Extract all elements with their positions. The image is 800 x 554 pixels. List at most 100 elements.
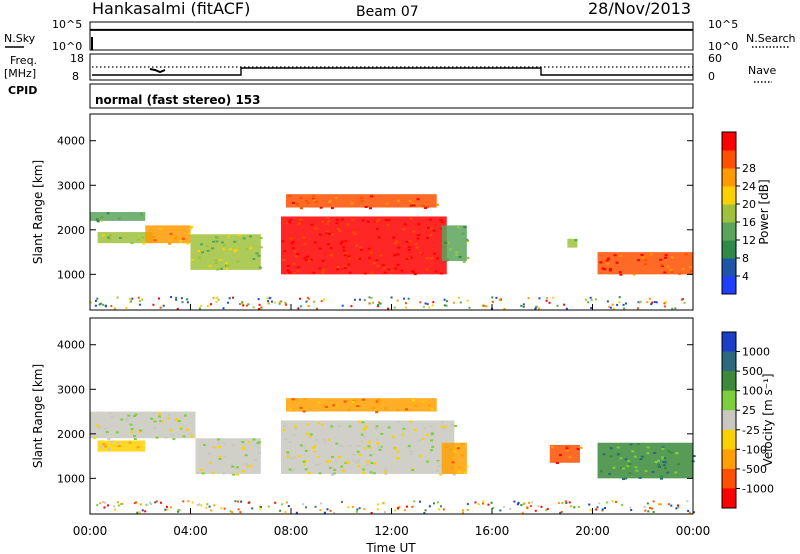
velocity-speckle	[166, 417, 170, 420]
velocity-speckle	[612, 466, 616, 469]
power-colorbar-swatch	[722, 186, 736, 205]
velocity-noise	[177, 509, 180, 512]
velocity-speckle	[200, 468, 204, 471]
power-noise	[636, 307, 639, 310]
power-noise	[284, 301, 287, 304]
velocity-noise	[287, 505, 290, 508]
power-speckle	[178, 240, 182, 243]
power-noise	[499, 298, 502, 301]
velocity-speckle	[100, 445, 104, 448]
velocity-speckle	[362, 428, 366, 431]
power-speckle	[218, 258, 222, 261]
power-speckle	[375, 259, 379, 262]
freq-unit-label: [MHz]	[4, 67, 36, 80]
velocity-colorbar-frame	[721, 331, 737, 509]
power-speckle	[130, 242, 134, 245]
power-noise	[96, 297, 99, 300]
velocity-speckle	[451, 423, 455, 426]
power-noise	[638, 301, 641, 304]
power-noise	[396, 299, 399, 302]
velocity-noise	[295, 511, 298, 514]
velocity-speckle	[366, 461, 370, 464]
velocity-speckle	[286, 455, 290, 458]
power-speckle	[344, 240, 348, 243]
status-panel-frame	[89, 21, 694, 51]
velocity-noise	[329, 509, 332, 512]
power-noise	[252, 306, 255, 309]
power-noise	[445, 304, 448, 307]
velocity-speckle	[306, 423, 310, 426]
velocity-speckle	[465, 465, 469, 468]
velocity-speckle	[354, 399, 358, 402]
velocity-speckle	[638, 476, 642, 479]
power-noise	[370, 296, 373, 299]
power-noise	[242, 304, 245, 307]
velocity-speckle	[565, 445, 569, 448]
power-ytick-label: 2000	[57, 224, 85, 237]
velocity-noise	[659, 503, 662, 506]
power-speckle	[102, 234, 106, 237]
velocity-noise	[239, 511, 242, 514]
power-region-3	[190, 234, 261, 270]
power-noise	[639, 300, 642, 303]
power-speckle	[100, 219, 104, 222]
velocity-speckle	[362, 471, 366, 474]
velocity-noise	[595, 508, 598, 511]
power-speckle	[601, 267, 605, 270]
velocity-speckle	[183, 413, 187, 416]
power-speckle	[329, 247, 333, 250]
power-speckle	[248, 235, 252, 238]
status-left-tick-bottom: 10^0	[52, 40, 82, 53]
power-speckle	[641, 256, 645, 259]
velocity-speckle	[407, 444, 411, 447]
velocity-speckle	[429, 449, 433, 452]
power-speckle	[360, 200, 364, 203]
velocity-speckle	[378, 445, 382, 448]
velocity-speckle	[332, 472, 336, 475]
velocity-ytick-label: 1000	[57, 472, 85, 485]
velocity-noise	[259, 508, 262, 511]
velocity-speckle	[328, 466, 332, 469]
power-speckle	[395, 240, 399, 243]
power-speckle	[343, 265, 347, 268]
velocity-noise	[614, 500, 617, 503]
velocity-noise	[182, 500, 185, 503]
velocity-noise	[96, 504, 99, 507]
velocity-speckle	[360, 433, 364, 436]
velocity-speckle	[249, 464, 253, 467]
velocity-speckle	[314, 438, 318, 441]
velocity-speckle	[421, 400, 425, 403]
power-speckle	[309, 258, 313, 261]
velocity-speckle	[417, 439, 421, 442]
velocity-speckle	[356, 450, 360, 453]
velocity-noise	[200, 504, 203, 507]
velocity-speckle	[284, 438, 288, 441]
velocity-speckle	[330, 473, 334, 476]
velocity-speckle	[316, 456, 320, 459]
velocity-speckle	[222, 442, 226, 445]
velocity-noise	[120, 503, 123, 506]
power-noise	[546, 297, 549, 300]
power-speckle	[305, 199, 309, 202]
power-noise	[170, 296, 173, 299]
velocity-speckle	[653, 451, 657, 454]
velocity-noise	[267, 505, 270, 508]
power-speckle	[346, 223, 350, 226]
velocity-noise	[121, 502, 124, 505]
freq-left-tick-bottom: 8	[72, 70, 79, 83]
velocity-noise	[675, 507, 678, 510]
power-speckle	[342, 249, 346, 252]
power-noise	[590, 307, 593, 310]
velocity-speckle	[639, 458, 643, 461]
velocity-noise	[165, 505, 168, 508]
velocity-noise	[438, 508, 441, 511]
power-speckle	[396, 263, 400, 266]
velocity-colorbar-swatch	[722, 371, 736, 392]
velocity-speckle	[125, 417, 129, 420]
velocity-speckle	[244, 454, 248, 457]
power-noise	[129, 300, 132, 303]
velocity-noise	[177, 510, 180, 513]
power-noise	[445, 300, 448, 303]
time-axis: 00:00 04:00 08:00 12:00 16:00 20:00 00:00	[73, 304, 710, 538]
velocity-speckle	[107, 437, 111, 440]
